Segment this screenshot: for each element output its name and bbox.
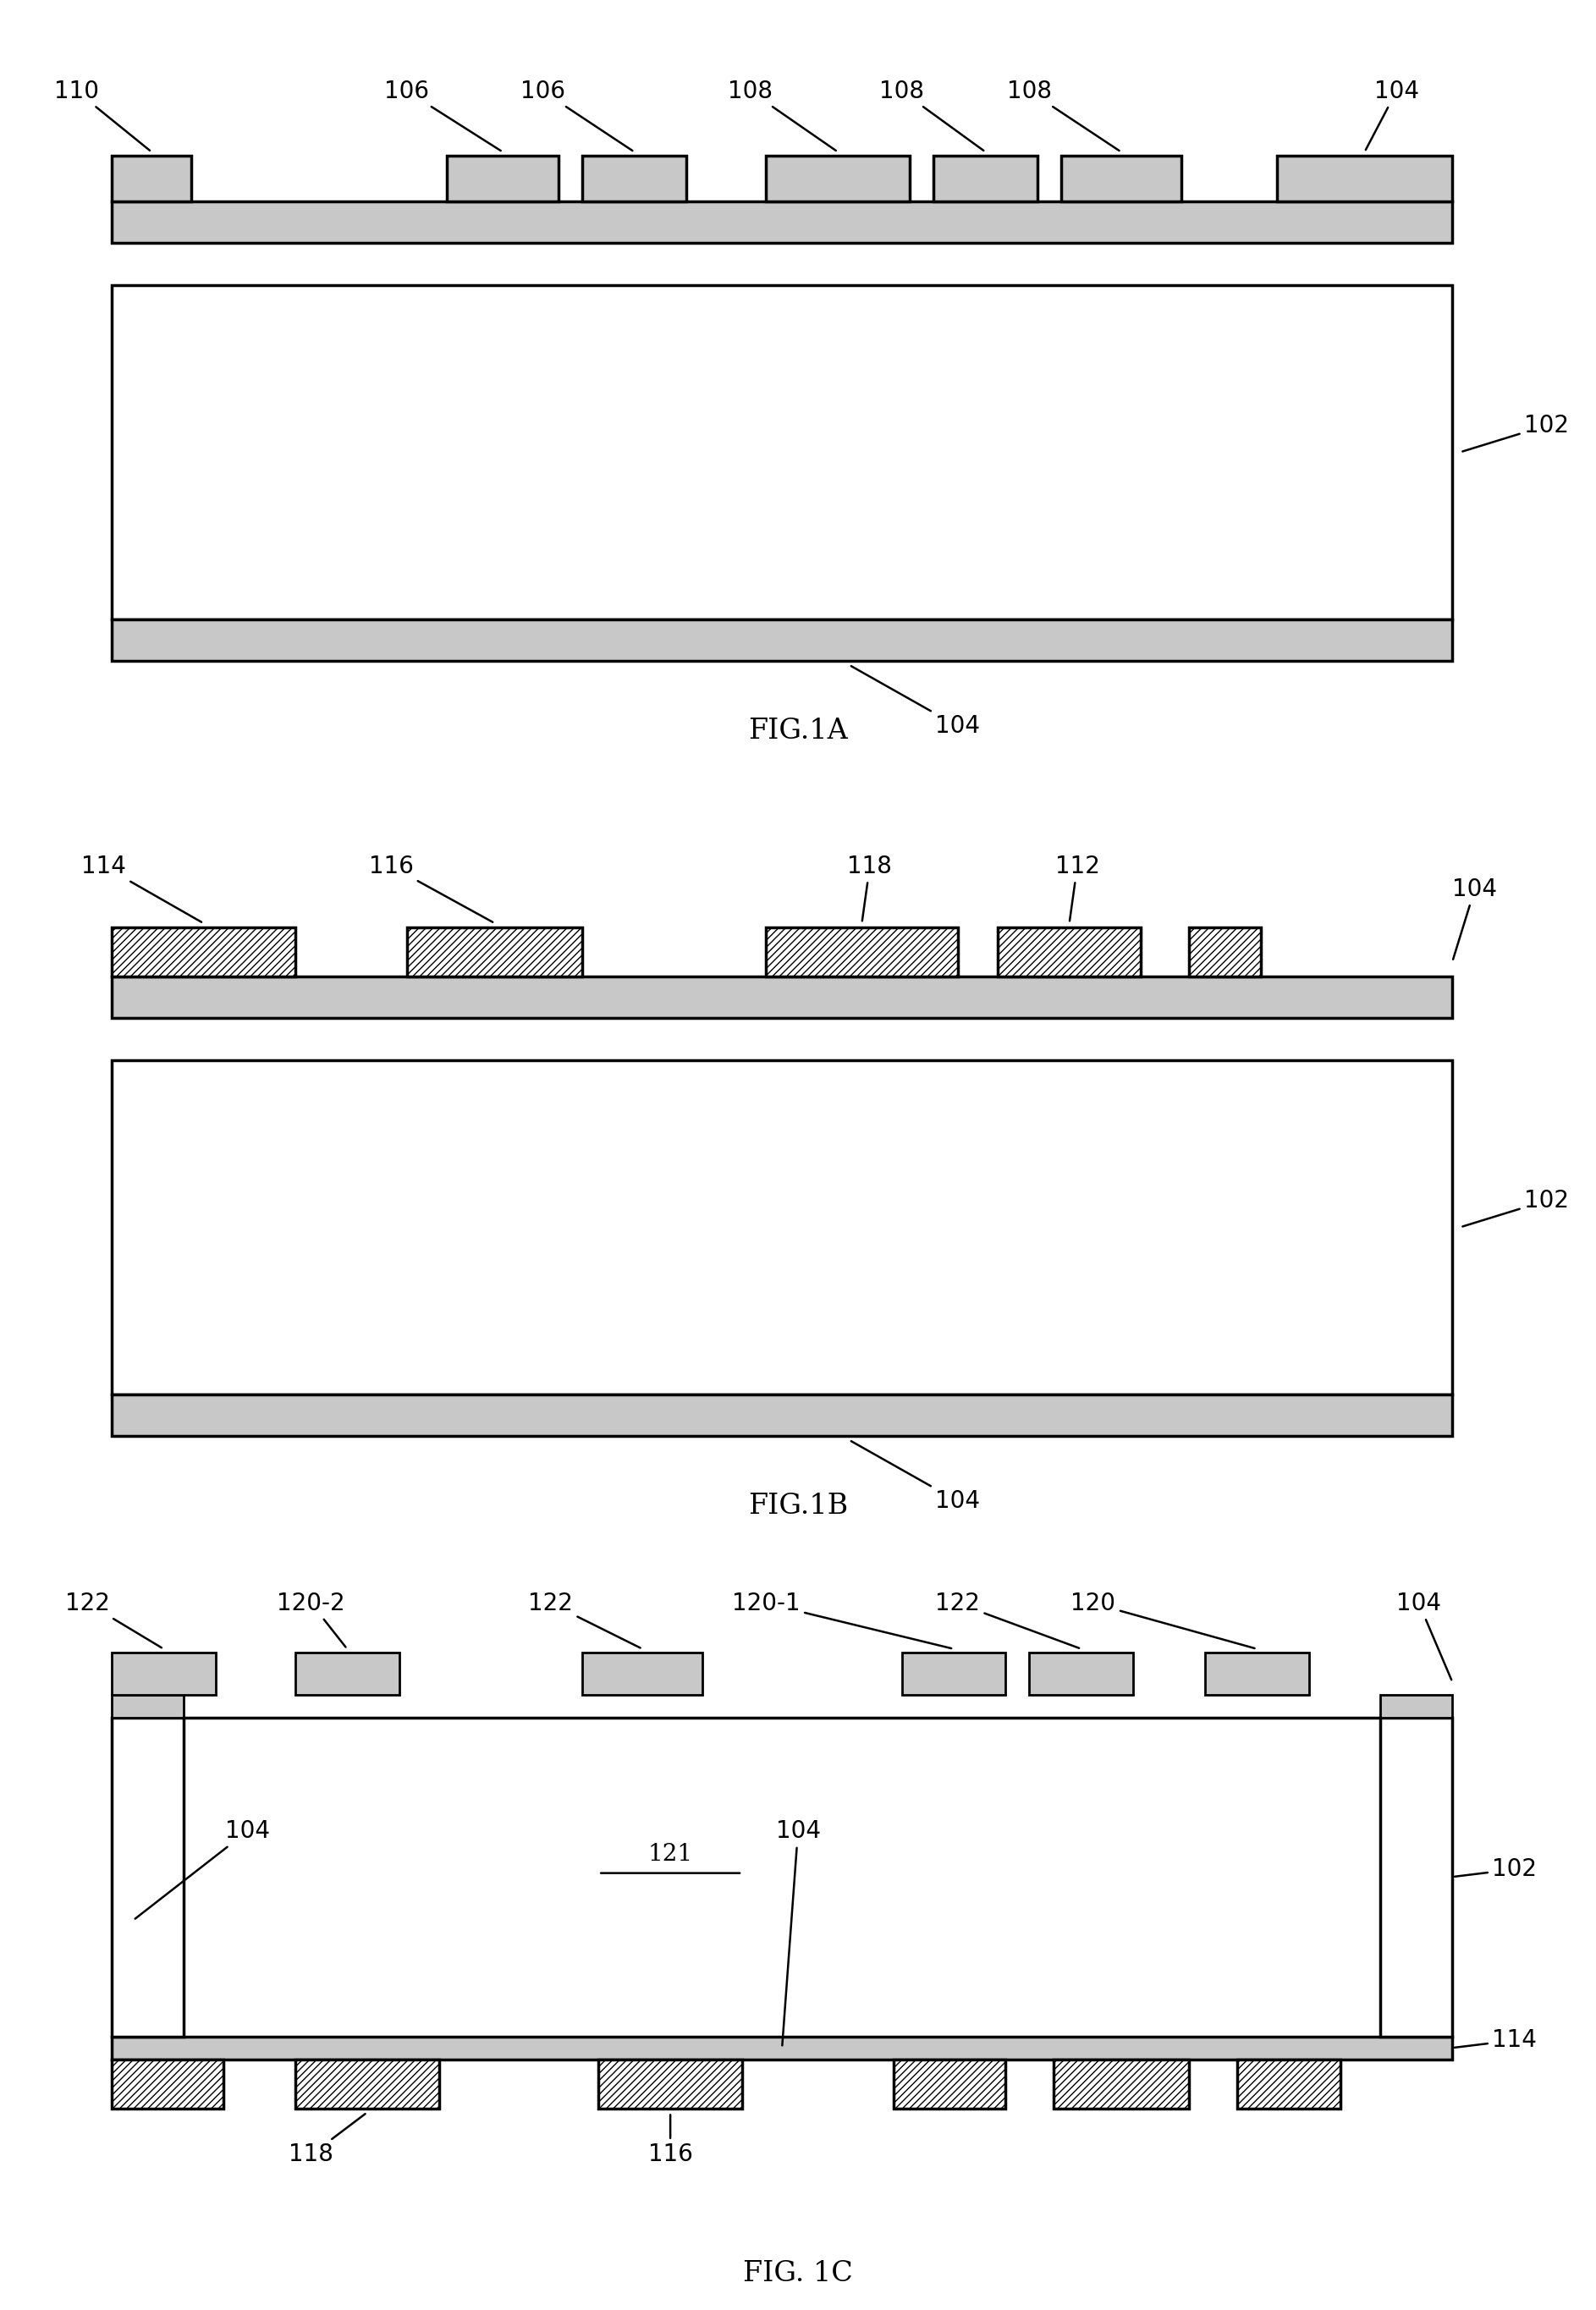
Bar	[112, 977, 1452, 1019]
Bar	[998, 926, 1141, 977]
Text: 112: 112	[1055, 855, 1100, 922]
Bar	[766, 926, 958, 977]
Text: 104: 104	[136, 1820, 270, 1920]
Bar	[112, 1652, 215, 1696]
Text: 110: 110	[54, 79, 150, 150]
Text: 104: 104	[851, 665, 980, 737]
Bar	[1381, 1716, 1452, 2037]
Text: 102: 102	[1454, 1857, 1537, 1880]
Text: 120: 120	[1071, 1592, 1254, 1649]
Text: FIG. 1C: FIG. 1C	[744, 2259, 852, 2287]
Text: 104: 104	[1366, 79, 1419, 150]
Bar	[1053, 2058, 1189, 2109]
Text: 121: 121	[648, 1843, 693, 1866]
Text: 104: 104	[776, 1820, 820, 2044]
Bar	[112, 1060, 1452, 1395]
Bar	[1029, 1652, 1133, 1696]
Text: 118: 118	[847, 855, 892, 922]
Bar	[112, 1716, 184, 2037]
Text: FIG.1B: FIG.1B	[749, 1492, 847, 1520]
Bar	[295, 2058, 439, 2109]
Text: 104: 104	[1396, 1592, 1451, 1679]
Bar	[598, 2058, 742, 2109]
Bar	[583, 1652, 702, 1696]
Text: 114: 114	[1454, 2028, 1537, 2051]
Text: 122: 122	[935, 1592, 1079, 1647]
Bar	[112, 926, 295, 977]
Text: 102: 102	[1462, 1190, 1569, 1227]
Bar	[295, 1652, 399, 1696]
Bar	[112, 155, 192, 201]
Bar	[902, 1652, 1005, 1696]
Bar	[1205, 1652, 1309, 1696]
Bar	[766, 155, 910, 201]
Text: 108: 108	[1007, 79, 1119, 150]
Bar	[112, 201, 1452, 243]
Bar	[112, 2037, 1452, 2058]
Bar	[447, 155, 559, 201]
Bar	[1381, 1696, 1452, 1716]
Text: 108: 108	[879, 79, 983, 150]
Text: 122: 122	[65, 1592, 161, 1647]
Bar	[934, 155, 1037, 201]
Text: 122: 122	[528, 1592, 640, 1647]
Text: 104: 104	[851, 1441, 980, 1513]
Text: 108: 108	[728, 79, 836, 150]
Text: 118: 118	[289, 2114, 365, 2167]
Bar	[1277, 155, 1452, 201]
Bar	[583, 155, 686, 201]
Bar	[112, 1696, 184, 1716]
Bar	[1237, 2058, 1341, 2109]
Text: 120-2: 120-2	[278, 1592, 346, 1647]
Bar	[112, 284, 1452, 619]
Bar	[1061, 155, 1181, 201]
Text: 106: 106	[520, 79, 632, 150]
Text: 120-1: 120-1	[733, 1592, 951, 1649]
Text: 104: 104	[1452, 878, 1497, 959]
Bar	[112, 1395, 1452, 1437]
Text: 106: 106	[385, 79, 501, 150]
Bar	[407, 926, 583, 977]
Bar	[894, 2058, 1005, 2109]
Bar	[112, 2058, 223, 2109]
Text: FIG.1A: FIG.1A	[749, 718, 847, 744]
Text: 102: 102	[1462, 413, 1569, 450]
Bar	[1189, 926, 1261, 977]
Text: 114: 114	[81, 855, 201, 922]
Bar	[112, 619, 1452, 661]
Text: 116: 116	[648, 2114, 693, 2167]
Text: 116: 116	[369, 855, 493, 922]
